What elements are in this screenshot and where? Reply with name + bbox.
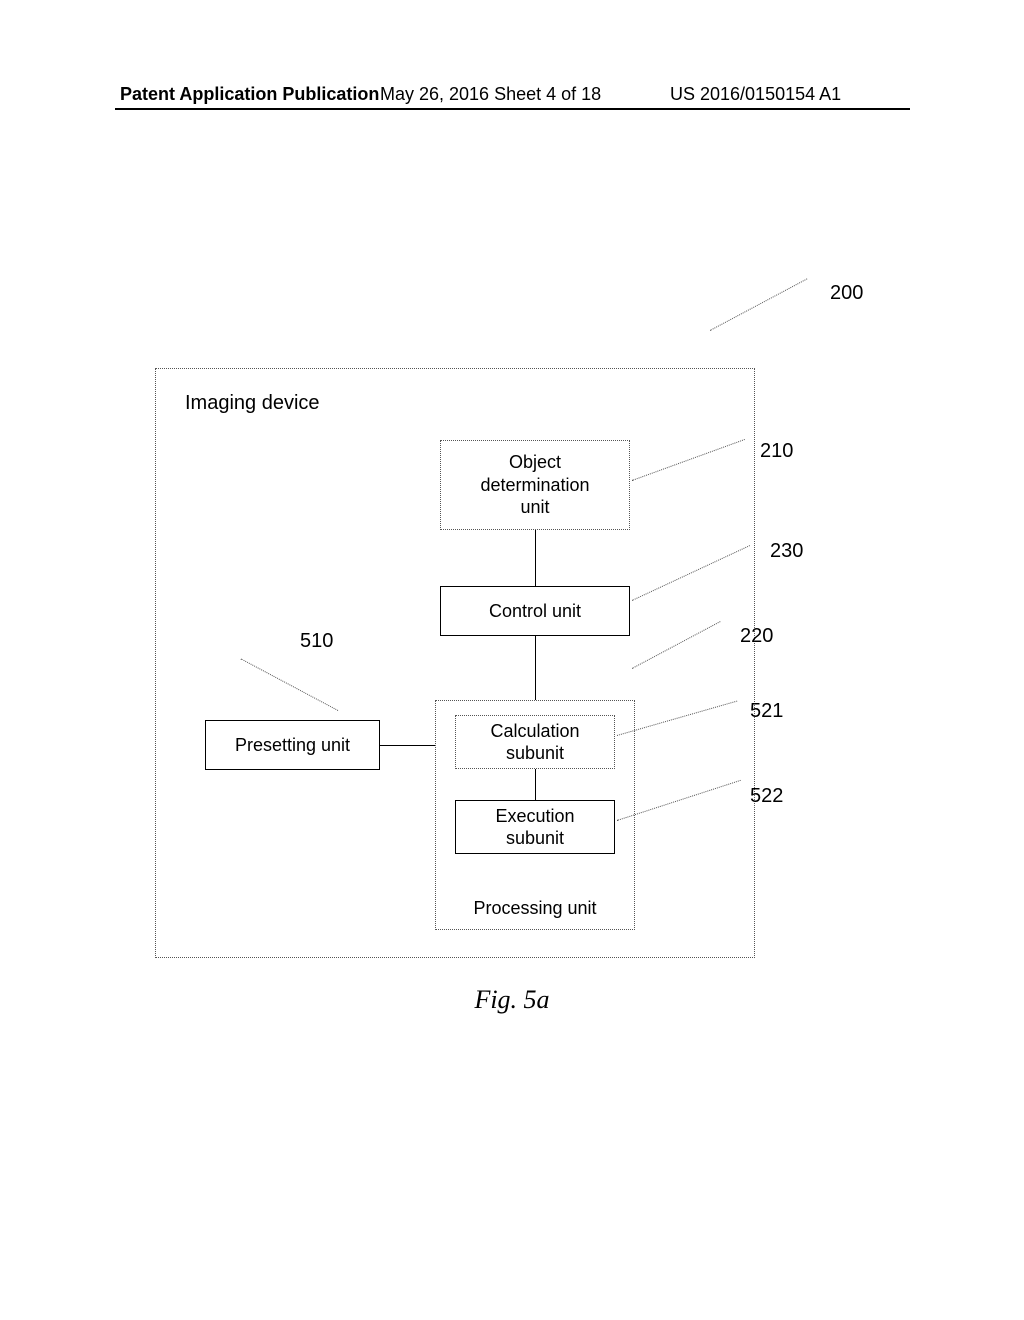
edge-presetting-processing	[380, 745, 435, 746]
calculation-subunit-box: Calculation subunit	[455, 715, 615, 769]
control-unit-box: Control unit	[440, 586, 630, 636]
object-determination-unit-box: Object determination unit	[440, 440, 630, 530]
execution-subunit-box: Execution subunit	[455, 800, 615, 854]
execution-subunit-label: Execution subunit	[495, 805, 574, 850]
ref-210: 210	[760, 440, 793, 463]
edge-calc-exec	[535, 769, 536, 800]
presetting-unit-box: Presetting unit	[205, 720, 380, 770]
edge-control-processing	[535, 636, 536, 700]
edge-objdet-control	[535, 530, 536, 586]
imaging-device-label: Imaging device	[185, 392, 320, 415]
object-determination-unit-label: Object determination unit	[480, 451, 589, 519]
ref-510: 510	[300, 630, 333, 653]
ref-230: 230	[770, 540, 803, 563]
ref-220: 220	[740, 625, 773, 648]
leadline-200	[710, 278, 808, 331]
control-unit-label: Control unit	[489, 600, 581, 623]
ref-200: 200	[830, 282, 863, 305]
presetting-unit-label: Presetting unit	[235, 734, 350, 757]
figure-5a-diagram: Imaging device Object determination unit…	[0, 0, 1024, 1320]
ref-521: 521	[750, 700, 783, 723]
figure-caption: Fig. 5a	[0, 985, 1024, 1015]
processing-unit-label: Processing unit	[436, 897, 634, 920]
ref-522: 522	[750, 785, 783, 808]
calculation-subunit-label: Calculation subunit	[490, 720, 579, 765]
